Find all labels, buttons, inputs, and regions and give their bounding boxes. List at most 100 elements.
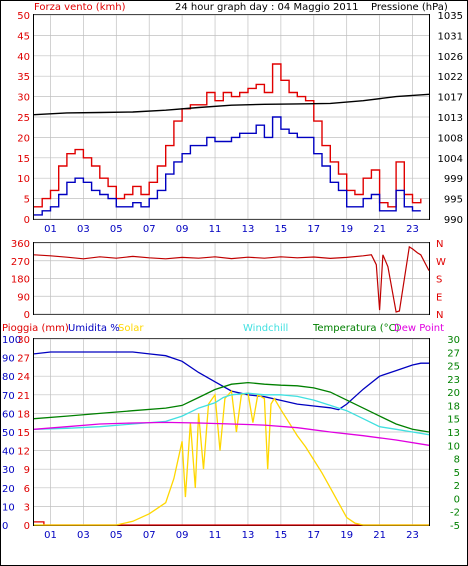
wind-tick-label: 50 xyxy=(17,11,30,22)
rain-tick-label: 6 xyxy=(24,484,30,495)
wind-tick-label: 0 xyxy=(24,215,30,226)
humidity-tick-label: 40 xyxy=(2,447,15,458)
climate-x-tick-label: 01 xyxy=(44,530,57,541)
pressure-tick-label: 1017 xyxy=(438,93,463,104)
wind-x-tick-label: 09 xyxy=(176,224,189,235)
pressure-tick-label: 1008 xyxy=(438,133,463,144)
temperature-tick-label: -2 xyxy=(450,508,460,519)
pressure-tick-label: 1013 xyxy=(438,113,463,124)
wind-tick-label: 45 xyxy=(17,31,30,42)
climate-x-tick-label: 13 xyxy=(242,530,255,541)
direction-tick-label: 270 xyxy=(11,257,30,268)
climate-x-tick-label: 19 xyxy=(340,530,353,541)
wind-x-tick-label: 11 xyxy=(209,224,222,235)
solar-legend: Solar xyxy=(118,323,144,334)
wind-x-tick-label: 17 xyxy=(307,224,320,235)
temperature-tick-label: 2 xyxy=(454,481,460,492)
wind-tick-label: 15 xyxy=(17,154,30,165)
humidity-tick-label: 100 xyxy=(2,335,21,346)
pressure-tick-label: 995 xyxy=(444,195,463,206)
pressure-tick-label: 1035 xyxy=(438,11,463,22)
rain-tick-label: 15 xyxy=(17,428,30,439)
compass-tick-label: W xyxy=(436,257,446,268)
wind-tick-label: 20 xyxy=(17,133,30,144)
direction-plot-frame xyxy=(33,242,430,315)
compass-tick-label: N xyxy=(436,310,443,321)
temperature-tick-label: 5 xyxy=(454,468,460,479)
rain-tick-label: 30 xyxy=(17,335,30,346)
series-gust xyxy=(34,63,422,208)
temperature-tick-label: 13 xyxy=(447,428,460,439)
wind-x-tick-label: 21 xyxy=(373,224,386,235)
humidity-tick-label: 70 xyxy=(2,391,15,402)
humidity-tick-label: 60 xyxy=(2,409,15,420)
temperature-tick-label: 27 xyxy=(447,348,460,359)
wind-tick-label: 35 xyxy=(17,72,30,83)
direction-tick-label: 180 xyxy=(11,275,30,286)
wind-tick-label: 25 xyxy=(17,113,30,124)
wind-x-tick-label: 03 xyxy=(77,224,90,235)
rain-tick-label: 24 xyxy=(17,372,30,383)
pressure-tick-label: 1022 xyxy=(438,72,463,83)
temperature-tick-label: 20 xyxy=(447,388,460,399)
temperature-tick-label: 30 xyxy=(447,335,460,346)
chart-title: 24 hour graph day : 04 Maggio 2011 xyxy=(175,2,358,13)
series-average xyxy=(34,116,421,216)
wind-tick-label: 5 xyxy=(24,195,30,206)
temperature-legend: Temperatura (°C) xyxy=(312,323,400,334)
windchill-legend: Windchill xyxy=(243,323,288,334)
temperature-tick-label: -5 xyxy=(450,521,460,532)
wind-tick-label: 10 xyxy=(17,174,30,185)
wind-tick-label: 30 xyxy=(17,93,30,104)
direction-tick-label: 360 xyxy=(11,239,30,250)
climate-x-tick-label: 11 xyxy=(209,530,222,541)
humidity-legend: Umidita % xyxy=(68,323,120,334)
pressure-tick-label: 990 xyxy=(444,215,463,226)
temperature-tick-label: 18 xyxy=(447,401,460,412)
rain-tick-label: 0 xyxy=(24,521,30,532)
climate-x-tick-label: 15 xyxy=(275,530,288,541)
pressure-tick-label: 1026 xyxy=(438,52,463,63)
direction-tick-label: 0 xyxy=(24,310,30,321)
series-humidity xyxy=(33,351,429,411)
temperature-tick-label: 10 xyxy=(447,441,460,452)
pressure-axis-label: Pressione (hPa) xyxy=(371,2,448,13)
direction-tick-label: 90 xyxy=(17,292,30,303)
wind-x-tick-label: 19 xyxy=(340,224,353,235)
compass-tick-label: N xyxy=(436,239,443,250)
wind-plot-frame xyxy=(33,14,430,220)
dewpoint-legend: Dew Point xyxy=(394,323,444,334)
wind-tick-label: 40 xyxy=(17,52,30,63)
humidity-tick-label: 0 xyxy=(2,521,8,532)
series-rain xyxy=(34,521,429,526)
humidity-tick-label: 80 xyxy=(2,372,15,383)
series-pressure xyxy=(33,93,430,116)
rain-tick-label: 9 xyxy=(24,465,30,476)
wind-x-tick-label: 05 xyxy=(110,224,123,235)
wind-x-tick-label: 07 xyxy=(143,224,156,235)
pressure-tick-label: 999 xyxy=(444,174,463,185)
climate-x-tick-label: 07 xyxy=(143,530,156,541)
climate-x-tick-label: 09 xyxy=(176,530,189,541)
climate-x-tick-label: 21 xyxy=(373,530,386,541)
wind-x-tick-label: 23 xyxy=(406,224,419,235)
temperature-tick-label: 23 xyxy=(447,375,460,386)
humidity-tick-label: 20 xyxy=(2,484,15,495)
climate-x-tick-label: 23 xyxy=(406,530,419,541)
rain-legend: Pioggia (mm) xyxy=(2,323,69,334)
temperature-tick-label: 8 xyxy=(454,455,460,466)
series-direction xyxy=(33,245,430,313)
climate-x-tick-label: 05 xyxy=(110,530,123,541)
wind-x-tick-label: 13 xyxy=(242,224,255,235)
wind-x-tick-label: 01 xyxy=(44,224,57,235)
humidity-tick-label: 30 xyxy=(2,465,15,476)
humidity-tick-label: 10 xyxy=(2,502,15,513)
temperature-tick-label: 25 xyxy=(447,362,460,373)
climate-x-tick-label: 17 xyxy=(307,530,320,541)
wind-x-tick-label: 15 xyxy=(275,224,288,235)
pressure-tick-label: 1004 xyxy=(438,154,463,165)
pressure-tick-label: 1031 xyxy=(438,31,463,42)
rain-tick-label: 3 xyxy=(24,502,30,513)
